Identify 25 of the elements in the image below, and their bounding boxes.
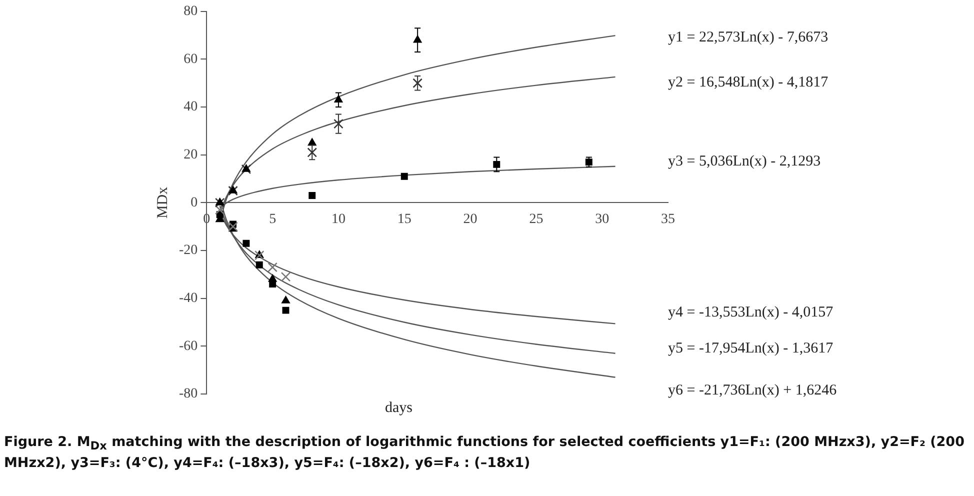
annotation: y3 = 5,036Ln(x) - 2,1293	[668, 154, 821, 170]
x-axis-title: days	[385, 400, 412, 417]
y-tick-label: 40	[184, 100, 198, 115]
y-tick-label: -60	[178, 338, 198, 354]
annotation: y5 = -17,954Ln(x) - 1,3617	[668, 340, 834, 358]
x-tick-label: 30	[595, 212, 610, 227]
y-tick-label: 60	[184, 52, 198, 67]
annotation: y6 = -21,736Ln(x) + 1,6246	[668, 382, 837, 400]
x-tick-label: 25	[529, 212, 544, 227]
x-tick-label: 5	[269, 212, 276, 227]
annotation: y1 = 22,573Ln(x) - 7,6673	[668, 30, 828, 46]
y-tick-label: 20	[184, 148, 198, 163]
x-tick-label: 20	[463, 212, 478, 227]
y-tick-label: 80	[184, 4, 198, 20]
annotation: y2 = 16,548Ln(x) - 4,1817	[668, 74, 828, 92]
x-tick-label: 15	[397, 212, 412, 227]
x-tick-label: 10	[331, 212, 346, 227]
y-tick-label: 0	[190, 195, 198, 210]
caption: Figure 2. M$_{Dx}$ matching with the description of logarithmic functions for selected coefficients y1=F₁: (200 MHzx3), y2=F₂ (200 MHzx2), y3=F₃: (4°C), y4=F₄: (–18x3), y5=F₄: (–18x2), y6=F₄ : (–18x1)	[4, 434, 966, 471]
x-tick-label: 35	[661, 212, 675, 227]
y-axis-title: MDx	[154, 186, 171, 219]
y-tick-label: -80	[178, 386, 198, 402]
y-tick-label: -40	[178, 291, 198, 306]
annotation: y4 = -13,553Ln(x) - 4,0157	[668, 304, 834, 322]
y-tick-label: -20	[178, 243, 198, 258]
